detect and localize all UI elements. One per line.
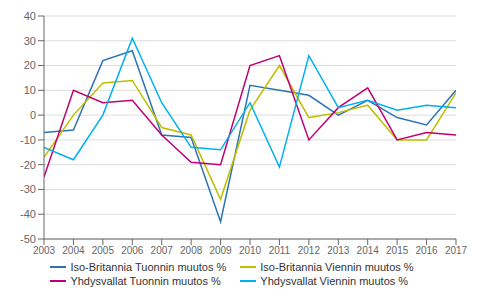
svg-text:-40: -40 xyxy=(20,208,36,220)
html-text:Iso-Britannia Tuonnin muutos %: Iso-Britannia Tuonnin muutos % xyxy=(70,261,227,273)
html-text:Yhdysvallat Viennin muutos %: Yhdysvallat Viennin muutos % xyxy=(260,275,409,287)
svg-text:40: 40 xyxy=(24,10,36,22)
svg-text:2005: 2005 xyxy=(92,245,115,256)
svg-text:2010: 2010 xyxy=(239,245,262,256)
svg-text:2015: 2015 xyxy=(386,245,409,256)
svg-text:2008: 2008 xyxy=(180,245,203,256)
svg-text:2006: 2006 xyxy=(121,245,144,256)
svg-text:2009: 2009 xyxy=(209,245,232,256)
svg-text:-10: -10 xyxy=(20,134,36,146)
svg-text:30: 30 xyxy=(24,35,36,47)
svg-text:2004: 2004 xyxy=(62,245,85,256)
svg-text:2013: 2013 xyxy=(327,245,350,256)
html-text:Yhdysvallat Tuonnin muutos %: Yhdysvallat Tuonnin muutos % xyxy=(70,275,221,287)
svg-text:2017: 2017 xyxy=(445,245,468,256)
svg-text:-20: -20 xyxy=(20,159,36,171)
svg-text:2012: 2012 xyxy=(298,245,321,256)
svg-text:-50: -50 xyxy=(20,233,36,245)
svg-text:-30: -30 xyxy=(20,183,36,195)
svg-text:10: 10 xyxy=(24,84,36,96)
svg-text:0: 0 xyxy=(30,109,36,121)
svg-text:2016: 2016 xyxy=(415,245,438,256)
svg-text:2014: 2014 xyxy=(357,245,380,256)
svg-text:2011: 2011 xyxy=(269,245,291,256)
svg-text:2007: 2007 xyxy=(151,245,174,256)
svg-text:2003: 2003 xyxy=(33,245,56,256)
html-text:Iso-Britannia Viennin muutos %: Iso-Britannia Viennin muutos % xyxy=(260,261,414,273)
svg-text:20: 20 xyxy=(24,59,36,71)
